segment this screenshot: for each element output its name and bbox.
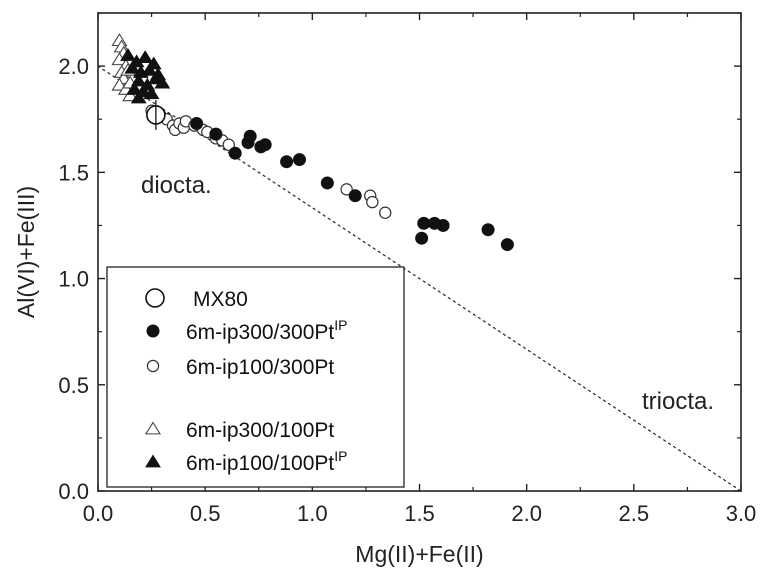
legend-label: 6m-ip100/300Pt [186,356,334,379]
data-point [141,62,158,76]
data-point [124,60,141,74]
x-tick-label: 2.0 [511,501,542,526]
y-tick-label: 2.0 [58,54,89,79]
legend-label-superscript: IP [334,448,347,464]
x-axis-label: Mg(II)+Fe(II) [355,541,483,567]
data-point [190,116,204,130]
legend-label: 6m-ip300/100Pt [186,419,334,442]
data-point [379,206,392,219]
annotation-diocta: diocta. [141,172,212,199]
data-point [500,238,514,252]
legend-marker [145,288,165,308]
data-point [130,90,147,104]
x-tick-label: 2.5 [619,501,650,526]
y-axis-label: Al(VI)+Fe(III) [13,186,39,318]
data-point [436,218,450,232]
y-tick-label: 1.5 [58,160,89,185]
annotation-triocta: triocta. [642,388,714,415]
data-point [137,50,154,63]
data-point [481,223,495,237]
data-point [348,189,362,203]
data-point [122,88,139,102]
data-point [280,155,294,169]
series-filled-triangle [120,48,171,104]
data-point [292,153,306,167]
legend-marker [144,421,162,435]
legend-label: 6m-ip300/300PtIP [186,317,348,344]
points-layer [111,33,514,252]
ticks-layer: 0.0 0.5 1.0 1.5 2.0 2.5 3.0 0.0 0.5 1.0 1.5 2.0 [58,12,757,526]
data-point [228,146,242,160]
data-point [126,82,143,95]
legend-marker [146,359,160,373]
series-filled-circle [190,116,514,252]
data-point [139,77,156,91]
data-point [415,231,429,245]
y-tick-label: 1.0 [58,267,89,292]
data-point [258,138,272,152]
legend-marker [146,324,160,338]
legend-marker [145,454,161,468]
series-open-circle-large [146,100,166,130]
x-tick-label: 1.0 [297,501,328,526]
data-point [120,48,136,61]
x-tick-label: 0.0 [83,501,114,526]
x-tick-label: 3.0 [726,501,757,526]
data-point [243,129,257,143]
data-point [143,86,160,100]
x-tick-label: 1.5 [404,501,435,526]
legend-label: MX80 [193,288,248,311]
data-point [209,127,223,141]
data-point [366,195,379,209]
data-point [222,138,235,151]
data-point [320,176,334,190]
legend-label-superscript: IP [334,317,347,333]
data-point [340,183,353,196]
y-tick-label: 0.5 [58,373,89,398]
data-point [130,73,147,87]
data-point [145,56,162,70]
legend-items: MX80 6m-ip300/300PtIP 6m-ip100/300Pt 6m-ip3… [144,288,348,475]
legend-label: 6m-ip100/100PtIP [186,448,348,475]
data-point [417,216,431,230]
data-point [147,71,164,85]
x-tick-label: 0.5 [190,501,221,526]
legend: MX80 6m-ip300/300PtIP 6m-ip100/300Pt 6m-ip3… [106,266,405,488]
y-tick-label: 0.0 [58,479,89,504]
